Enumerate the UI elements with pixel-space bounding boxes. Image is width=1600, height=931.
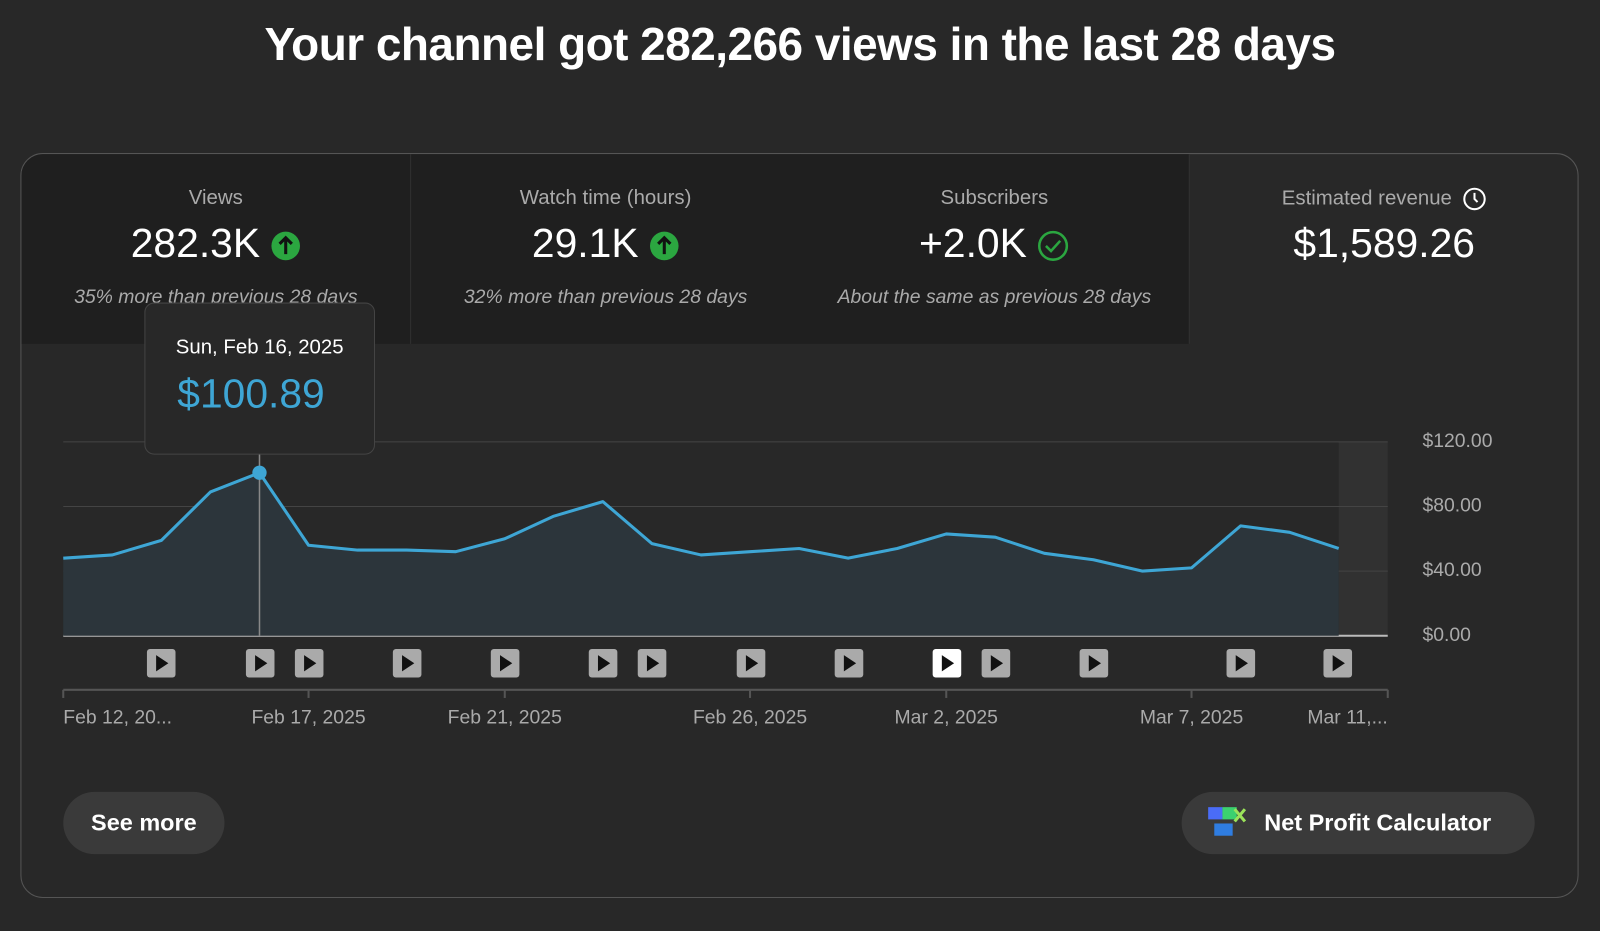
play-glyph [1235, 655, 1248, 672]
metric-value: 282.3K [130, 221, 261, 267]
play-glyph [304, 655, 317, 672]
metric-label: Estimated revenue [1281, 187, 1452, 210]
button-label: Net Profit Calculator [1264, 809, 1492, 836]
x-tick-label: Feb 26, 2025 [693, 706, 807, 728]
metric-label: Watch time (hours) [519, 186, 692, 210]
logo-icon [1208, 807, 1247, 836]
play-glyph [990, 655, 1004, 672]
play-glyph [156, 655, 169, 672]
net-profit-button[interactable]: Net Profit Calculator [1181, 791, 1535, 855]
x-tick-label: Feb 12, 20... [63, 706, 172, 728]
play-glyph [941, 655, 955, 672]
metric-note: 32% more than previous 28 days [463, 286, 748, 309]
metric-label-row: Estimated revenue [1190, 187, 1578, 211]
metric-label: Subscribers [940, 186, 1049, 210]
up-icon [271, 232, 300, 261]
play-glyph [745, 655, 759, 672]
metrics-card: Views 282.3K 35% more than previous 28 d… [20, 153, 1579, 898]
play-glyph [843, 655, 857, 672]
metric-value-row: +2.0K [800, 221, 1189, 267]
y-tick-label: $40.00 [1422, 559, 1481, 581]
metric-tile[interactable]: Estimated revenue $1,589.26 [1190, 154, 1578, 344]
metric-value-row: 282.3K [21, 221, 410, 267]
tooltip [144, 302, 376, 455]
x-tick-label: Mar 2, 2025 [895, 706, 998, 728]
play-glyph [597, 655, 611, 672]
up-icon [649, 232, 679, 261]
play-glyph [500, 655, 513, 672]
play-glyph [255, 655, 268, 672]
metric-label: Views [188, 186, 243, 210]
x-tick-label: Mar 11,... [1307, 706, 1387, 728]
play-glyph [1088, 655, 1102, 672]
metric-value-row: 29.1K [411, 221, 800, 267]
y-tick-label: $120.00 [1422, 430, 1492, 452]
x-tick-label: Feb 21, 2025 [448, 706, 562, 728]
metric-value: 29.1K [531, 221, 639, 267]
check-icon [1038, 231, 1069, 262]
area [63, 472, 1339, 636]
x-tick-label: Mar 7, 2025 [1140, 706, 1243, 728]
metric-value: $1,589.26 [1293, 221, 1475, 267]
play-glyph [646, 655, 660, 672]
play-glyph [402, 655, 415, 672]
tooltip-value: $100.89 [177, 371, 324, 417]
metric-tile[interactable]: Watch time (hours) 29.1K 32% more than p… [411, 154, 802, 344]
x-tick-label: Feb 17, 2025 [251, 706, 365, 728]
see-more-button[interactable]: See more [63, 791, 225, 855]
metric-tile[interactable]: Subscribers +2.0K About the same as prev… [800, 154, 1190, 344]
hover-point [252, 465, 267, 480]
line [63, 471, 1340, 573]
clock-icon [1463, 187, 1486, 211]
y-tick-label: $0.00 [1422, 624, 1471, 646]
page-title: Your channel got 282,266 views in the la… [264, 18, 1336, 71]
metric-note: About the same as previous 28 days [837, 286, 1152, 309]
tooltip-date: Sun, Feb 16, 2025 [176, 336, 344, 358]
play-glyph [1332, 655, 1345, 672]
y-tick-label: $80.00 [1422, 495, 1481, 517]
partial-shade [1338, 441, 1388, 636]
metric-value: +2.0K [919, 221, 1027, 267]
